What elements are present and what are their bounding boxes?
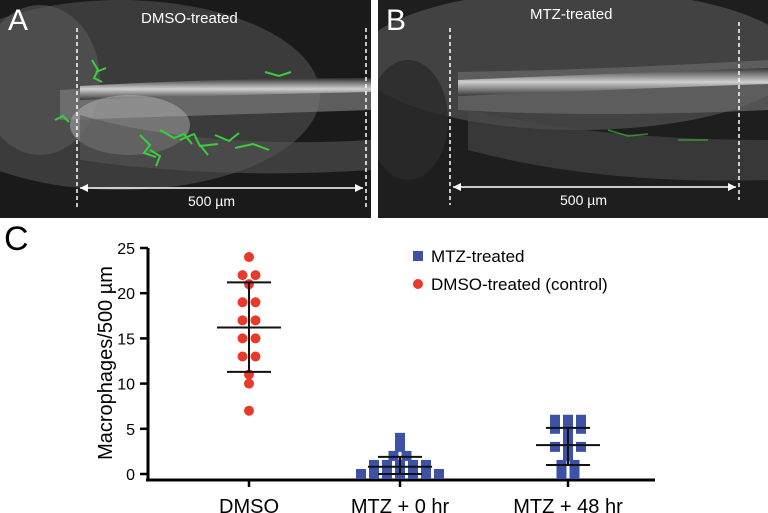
data-point-mtz	[369, 469, 379, 479]
legend-circle-marker	[413, 279, 423, 289]
micrograph-panel-b: B MTZ-treated 500 µm	[378, 0, 768, 218]
chart-axes: 0 5 10 15 20 25 DMSO MTZ + 0 hr MTZ + 48 hr	[117, 241, 655, 513]
panel-b-title: MTZ-treated	[530, 6, 613, 23]
y-tick-label: 15	[117, 331, 135, 348]
data-point-mtz	[576, 441, 586, 452]
panel-letter-b: B	[386, 4, 407, 37]
data-point-dmso	[237, 315, 248, 326]
legend-square-marker	[413, 251, 423, 261]
data-point-mtz	[395, 441, 405, 452]
data-point-mtz	[408, 459, 418, 470]
data-point-dmso	[244, 378, 254, 389]
panel-letter-a: A	[8, 4, 29, 37]
data-point-dmso	[237, 351, 248, 362]
micrograph-panel-a: A DMSO-treated 500 µm	[0, 0, 371, 218]
data-point-dmso	[250, 351, 261, 362]
data-point-dmso	[244, 405, 254, 416]
x-tick-label: MTZ + 0 hr	[351, 496, 450, 513]
chart-legend: MTZ-treated DMSO-treated (control)	[413, 247, 608, 294]
data-point-dmso	[250, 333, 261, 344]
data-point-dmso	[250, 297, 261, 308]
macrophage-count-chart: 0 5 10 15 20 25 DMSO MTZ + 0 hr MTZ + 48 hr Macr…	[95, 241, 655, 513]
scale-bar-label-b: 500 µm	[560, 192, 607, 208]
micrograph-b-image	[378, 0, 768, 218]
scale-bar-label-a: 500 µm	[188, 193, 235, 209]
data-point-mtz	[369, 459, 379, 470]
data-point-mtz	[434, 469, 444, 479]
legend-label-dmso: DMSO-treated (control)	[431, 275, 608, 294]
micrograph-a-image	[0, 0, 371, 218]
data-point-dmso	[250, 315, 261, 326]
data-point-mtz	[382, 459, 392, 470]
chart-marks	[217, 252, 600, 479]
panel-a-title: DMSO-treated	[141, 10, 238, 27]
data-point-dmso	[237, 270, 248, 281]
y-axis-label: Macrophages/500 µm	[95, 266, 117, 460]
y-tick-label: 20	[117, 286, 135, 303]
y-tick-label: 5	[126, 422, 135, 439]
macrophage-signal	[54, 59, 292, 167]
data-point-mtz	[395, 432, 405, 443]
legend-label-mtz: MTZ-treated	[431, 247, 525, 266]
data-point-dmso	[244, 252, 254, 263]
data-point-dmso	[237, 297, 248, 308]
data-point-mtz	[550, 414, 560, 425]
data-point-mtz	[421, 459, 431, 470]
data-point-mtz	[550, 441, 560, 452]
x-tick-label: DMSO	[219, 496, 279, 513]
y-tick-label: 25	[117, 241, 135, 258]
data-point-dmso	[237, 333, 248, 344]
data-point-mtz	[569, 469, 580, 479]
panel-letter-c: C	[4, 220, 29, 258]
y-tick-label: 0	[126, 467, 135, 484]
data-point-mtz	[356, 469, 366, 479]
y-tick-label: 10	[117, 377, 135, 394]
data-point-mtz	[421, 469, 431, 479]
data-point-mtz	[563, 414, 573, 425]
data-point-mtz	[556, 469, 567, 479]
data-point-mtz	[576, 414, 586, 425]
data-point-dmso	[250, 270, 261, 281]
x-tick-label: MTZ + 48 hr	[513, 496, 623, 513]
